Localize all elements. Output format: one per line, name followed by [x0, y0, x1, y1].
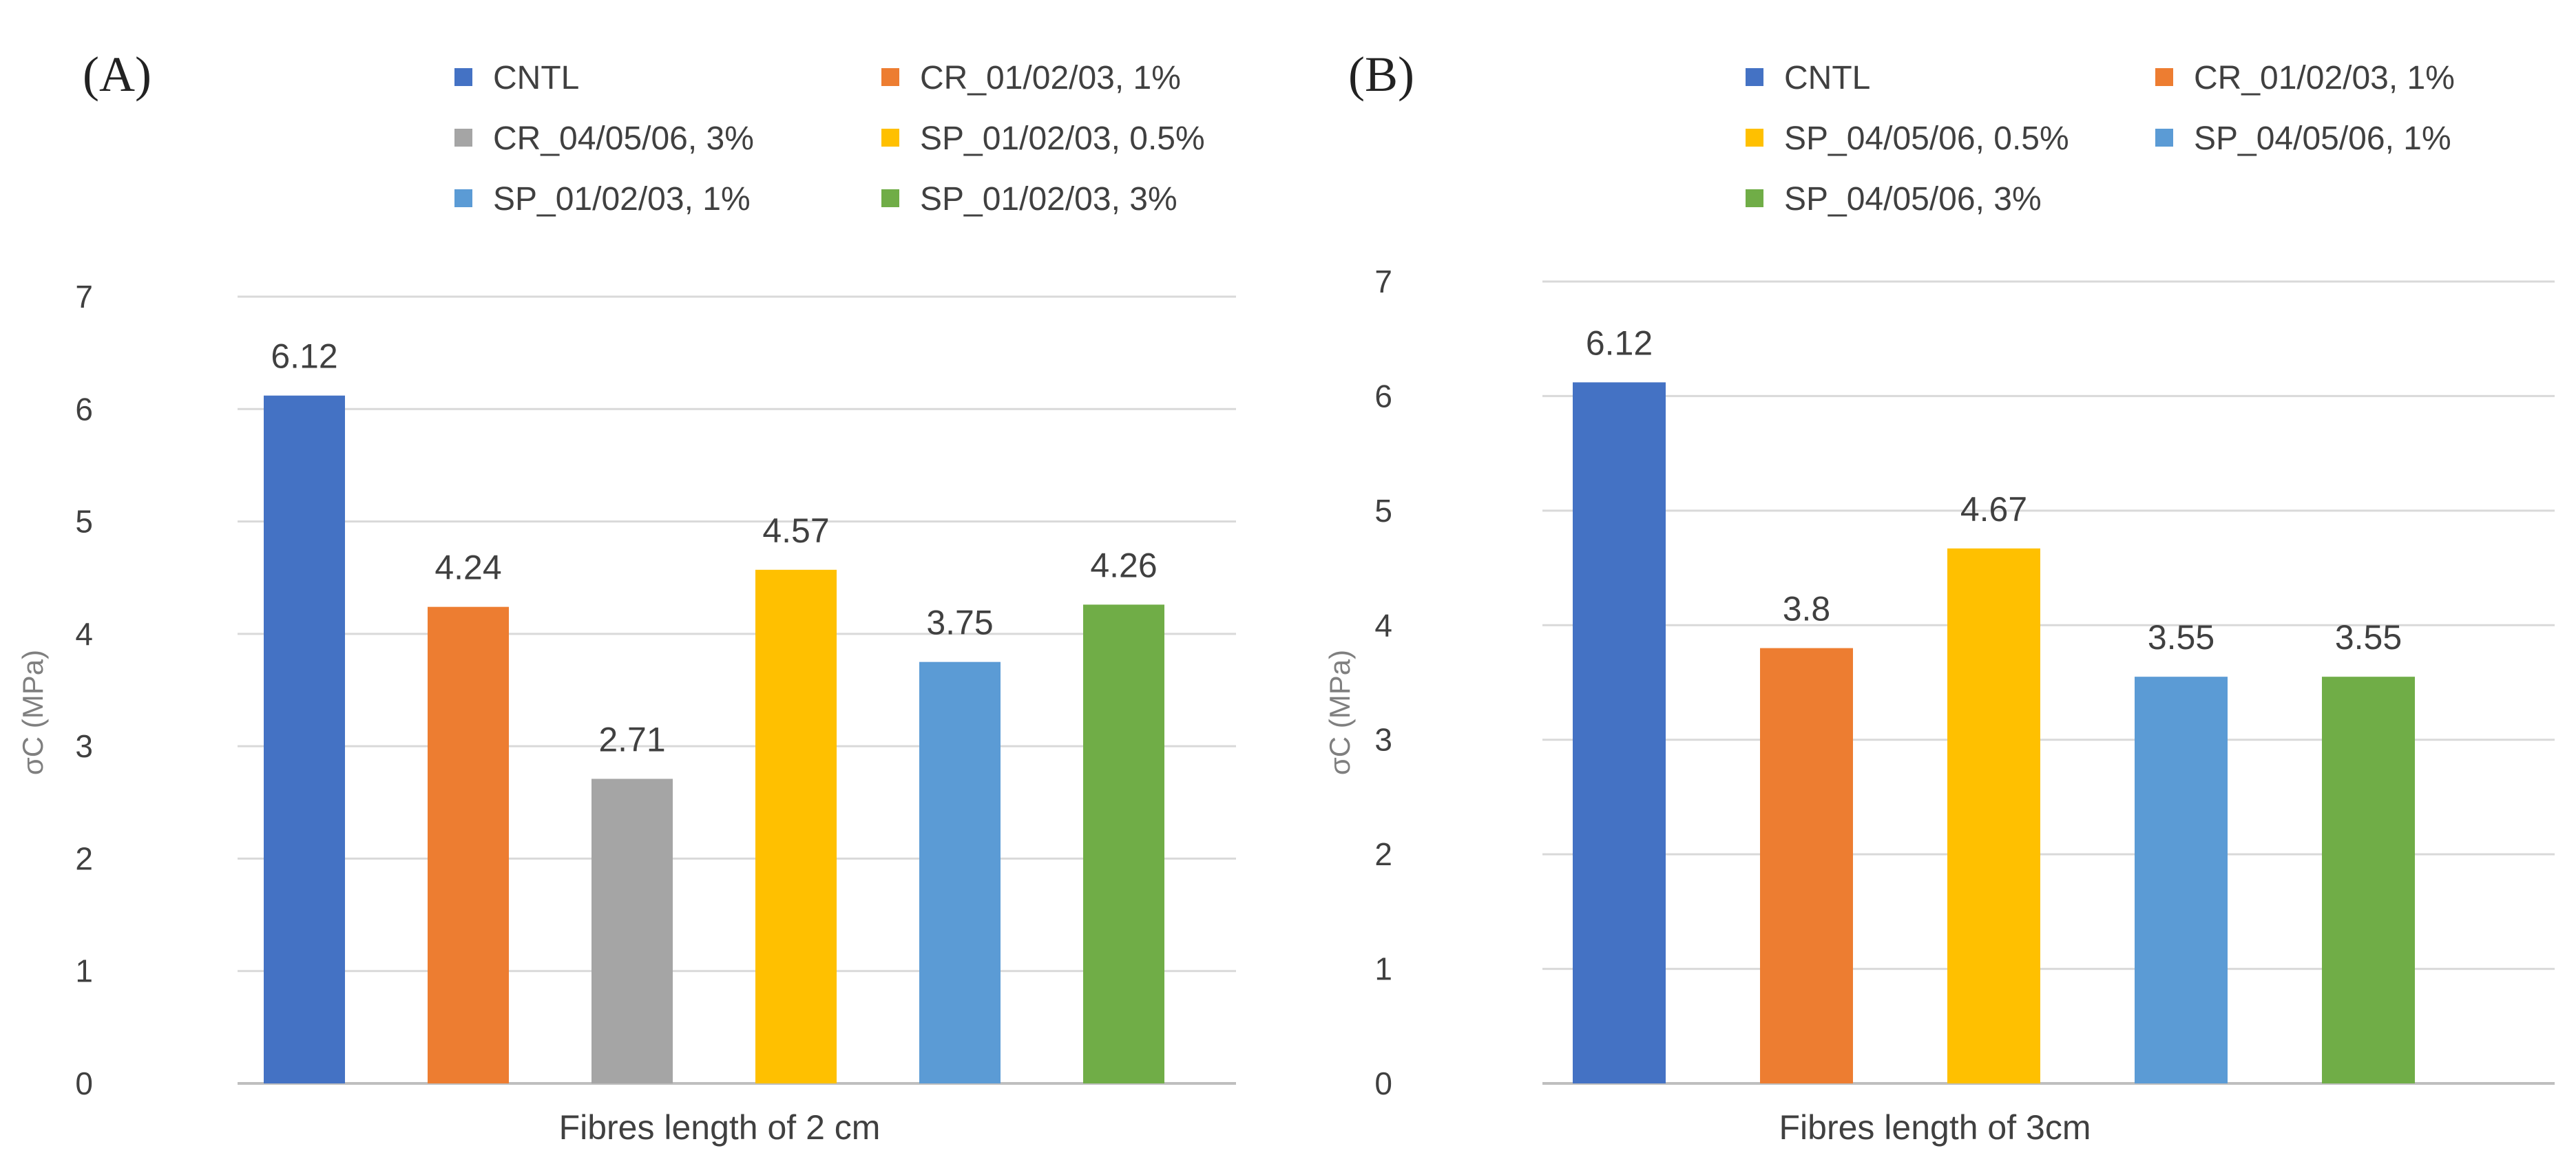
y-tick-label: 6 — [1374, 378, 1392, 414]
y-tick-label: 5 — [1374, 493, 1392, 529]
bar — [591, 778, 673, 1083]
legend-swatch — [1746, 129, 1763, 147]
y-tick-label: 1 — [1374, 951, 1392, 987]
data-label: 4.24 — [434, 549, 501, 587]
bar — [755, 569, 837, 1083]
y-tick-label: 7 — [75, 279, 93, 315]
legend-swatch — [2155, 68, 2173, 86]
legend-swatch — [881, 68, 899, 86]
chart-panel-b: (B) 0 1 2 3 4 5 6 7 6.12 3.8 4.67 3.55 3.55 Fibres len… — [1323, 47, 2555, 1147]
y-tick-label: 2 — [75, 840, 93, 876]
x-axis-title: Fibres length of 3cm — [1779, 1108, 2091, 1147]
bar — [1083, 604, 1164, 1083]
legend-swatch — [454, 189, 472, 207]
bar — [1947, 548, 2040, 1083]
bar — [264, 395, 345, 1083]
legend-entry: CR_01/02/03, 1% — [920, 60, 1181, 96]
x-axis-title: Fibres length of 2 cm — [559, 1108, 881, 1147]
panel-label: (A) — [83, 47, 151, 102]
y-tick-label: 1 — [75, 953, 93, 989]
legend-entry: SP_01/02/03, 1% — [493, 181, 751, 218]
legend-swatch — [881, 189, 899, 207]
data-label: 2.71 — [598, 720, 665, 759]
chart-panel-a: (A) 0 1 2 3 4 5 6 7 6.12 4.24 2.71 4.57 3.75 4.26 Fibre… — [17, 47, 1236, 1147]
legend-swatch — [454, 68, 472, 86]
legend-swatch — [1746, 189, 1763, 207]
data-label: 4.26 — [1090, 546, 1157, 584]
y-tick-label: 4 — [1374, 607, 1392, 643]
legend-entry: SP_04/05/06, 0.5% — [1784, 120, 2069, 157]
bar — [1760, 648, 1853, 1083]
y-axis-title: σC (MPa) — [1323, 650, 1356, 775]
y-tick-label: 5 — [75, 504, 93, 540]
data-label: 4.57 — [762, 511, 829, 550]
legend-entry: CNTL — [1784, 60, 1870, 96]
y-tick-label: 6 — [75, 391, 93, 427]
data-label: 6.12 — [1586, 324, 1653, 362]
y-tick-label: 2 — [1374, 836, 1392, 872]
y-axis-title: σC (MPa) — [17, 650, 49, 775]
panel-label: (B) — [1348, 47, 1414, 102]
data-label: 3.55 — [2335, 618, 2402, 657]
bar — [2135, 677, 2228, 1083]
bar — [919, 661, 1001, 1083]
bar — [1573, 382, 1666, 1083]
legend-swatch — [1746, 68, 1763, 86]
legend-entry: CR_04/05/06, 3% — [493, 120, 754, 157]
data-label: 3.55 — [2148, 618, 2214, 657]
bar — [428, 606, 509, 1083]
y-tick-label: 3 — [75, 728, 93, 764]
y-tick-label: 4 — [75, 616, 93, 652]
bar — [2322, 677, 2415, 1083]
y-tick-label: 0 — [75, 1066, 93, 1101]
y-tick-label: 7 — [1374, 264, 1392, 299]
legend-entry: SP_01/02/03, 3% — [920, 181, 1177, 218]
legend-entry: CNTL — [493, 60, 579, 96]
y-tick-label: 0 — [1374, 1066, 1392, 1101]
data-label: 3.8 — [1783, 590, 1831, 628]
data-label: 4.67 — [1960, 490, 2027, 529]
legend-entry: SP_01/02/03, 0.5% — [920, 120, 1205, 157]
legend-swatch — [454, 129, 472, 147]
y-tick-label: 3 — [1374, 722, 1392, 758]
data-label: 3.75 — [926, 604, 993, 642]
legend-entry: SP_04/05/06, 1% — [2194, 120, 2451, 157]
legend-swatch — [2155, 129, 2173, 147]
legend-swatch — [881, 129, 899, 147]
legend-entry: SP_04/05/06, 3% — [1784, 181, 2042, 218]
legend-entry: CR_01/02/03, 1% — [2194, 60, 2455, 96]
data-label: 6.12 — [271, 337, 337, 376]
